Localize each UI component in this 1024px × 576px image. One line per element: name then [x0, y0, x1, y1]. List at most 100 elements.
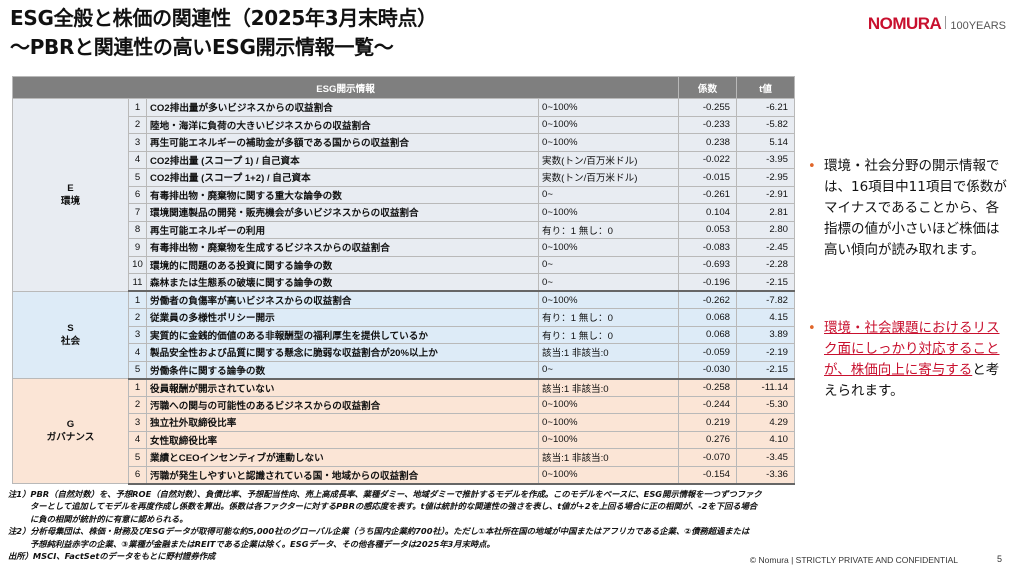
row-number: 8 — [128, 220, 147, 239]
table-row: 11 森林または生態系の破壊に関する論争の数 0~ -0.196 -2.15 — [13, 273, 796, 292]
comment-text-1: 環境・社会分野の開示情報では、16項目中11項目で係数がマイナスであることから、… — [824, 158, 1007, 258]
coef-value: -0.083 — [678, 238, 738, 257]
item-name: 汚職が発生しやすいと認識されている国・地域からの収益割合 — [146, 465, 539, 485]
item-unit: 0~100% — [537, 238, 680, 257]
source-note: 出所）MSCI、FactSetのデータをもとに野村證券作成 — [8, 551, 216, 562]
row-number: 9 — [128, 238, 147, 257]
t-value: -3.45 — [736, 448, 796, 467]
coef-value: -0.261 — [678, 185, 738, 204]
item-unit: 該当:1 非該当:0 — [537, 448, 680, 467]
item-unit: 0~100% — [537, 465, 680, 485]
category-label: 社会 — [60, 335, 81, 347]
note-2-line-2: 予想純利益赤字の企業、③業種が金融またはREITである企業は除く。ESGデータ、… — [30, 538, 495, 549]
item-name: 再生可能エネルギーの利用 — [146, 220, 539, 239]
item-name: 製品安全性および品質に関する懸念に脆弱な収益割合が20%以上か — [146, 343, 539, 362]
row-number: 5 — [128, 168, 147, 187]
t-value: -3.95 — [736, 150, 796, 169]
item-unit: 実数(トン/百万米ドル) — [537, 150, 680, 169]
coef-value: -0.196 — [678, 273, 738, 292]
page-number: 5 — [996, 554, 1002, 564]
table-row: 7 環境関連製品の開発・販売機会が多いビジネスからの収益割合 0~100% 0.104… — [13, 203, 796, 222]
item-unit: 該当:1 非該当:0 — [537, 343, 680, 362]
category-label: ガバナンス — [46, 432, 95, 443]
coef-value: -0.070 — [678, 448, 738, 467]
note-1-line-1: 注1）PBR（自然対数）を、予想ROE（自然対数）、負債比率、予想配当性向、売上… — [8, 489, 762, 499]
item-unit: 実数(トン/百万米ドル) — [537, 168, 680, 187]
coef-value: -0.030 — [678, 360, 738, 380]
t-value: 3.89 — [736, 325, 796, 344]
item-unit: 有り：1 無し：0 — [537, 308, 680, 327]
t-value: -2.95 — [736, 168, 796, 187]
coef-value: 0.068 — [678, 325, 738, 344]
row-number: 3 — [128, 325, 147, 344]
row-number: 3 — [128, 133, 147, 152]
nomura-logo: NOMURA 100YEARS — [868, 14, 1006, 34]
logo-brand: NOMURA — [867, 14, 942, 33]
table-row: 8 再生可能エネルギーの利用 有り：1 無し：0 0.053 2.80 — [13, 220, 796, 239]
t-value: -2.15 — [736, 360, 796, 380]
table-row: G ガバナンス 1 役員報酬が開示されていない 該当:1 非該当:0 -0.258 -11.… — [12, 378, 796, 484]
item-name: 陸地・海洋に負荷の大きいビジネスからの収益割合 — [146, 115, 539, 134]
coef-value: 0.219 — [678, 413, 738, 432]
t-value: 2.81 — [736, 203, 796, 222]
t-value: -2.91 — [736, 185, 796, 204]
item-name: 森林または生態系の破壊に関する論争の数 — [146, 273, 539, 292]
item-name: CO2排出量 (スコープ 1+2) / 自己資本 — [146, 168, 539, 187]
row-number: 11 — [128, 273, 147, 292]
t-value: -5.30 — [736, 395, 796, 414]
table-row: 5 CO2排出量 (スコープ 1+2) / 自己資本 実数(トン/百万米ドル) -0.… — [13, 168, 796, 187]
coef-value: -0.693 — [678, 255, 738, 274]
table-row: 5 労働条件に関する論争の数 0~ -0.030 -2.15 — [13, 360, 796, 380]
item-unit: 0~100% — [537, 290, 680, 309]
t-value: 4.29 — [736, 413, 796, 432]
row-number: 2 — [128, 395, 147, 414]
item-name: CO2排出量 (スコープ 1) / 自己資本 — [146, 150, 539, 169]
row-number: 6 — [128, 185, 147, 204]
t-value: -5.82 — [736, 115, 796, 134]
row-number: 2 — [128, 115, 147, 134]
item-unit: 0~ — [537, 255, 680, 274]
coef-value: -0.015 — [678, 168, 738, 187]
item-unit: 0~ — [537, 185, 680, 204]
coef-value: -0.262 — [678, 290, 738, 309]
coef-value: 0.276 — [678, 430, 738, 449]
table-row: 10 環境的に問題のある投資に関する論争の数 0~ -0.693 -2.28 — [13, 255, 796, 274]
coef-value: -0.059 — [678, 343, 738, 362]
coef-value: 0.104 — [678, 203, 738, 222]
row-number: 5 — [128, 360, 147, 380]
category-label: 環境 — [60, 195, 81, 207]
coef-value: -0.233 — [678, 115, 738, 134]
t-value: -2.15 — [736, 273, 796, 292]
coef-value: -0.022 — [678, 150, 738, 169]
row-number: 10 — [128, 255, 147, 274]
logo-divider — [945, 16, 947, 29]
header-t-value: t値 — [736, 76, 796, 99]
item-unit: 0~100% — [537, 133, 680, 152]
table-row: 2 従業員の多様性ポリシー開示 有り：1 無し：0 0.068 4.15 — [13, 308, 796, 327]
item-name: 再生可能エネルギーの補助金が多額である国からの収益割合 — [146, 133, 539, 152]
bullet-dot-icon: • — [808, 321, 816, 336]
category-cell: S 社会 — [12, 290, 129, 379]
category-cell: E 環境 — [12, 98, 129, 292]
footnotes: 注1）PBR（自然対数）を、予想ROE（自然対数）、負債比率、予想配当性向、売上… — [8, 488, 988, 562]
coef-value: -0.255 — [678, 98, 738, 117]
row-number: 2 — [128, 308, 147, 327]
item-name: 従業員の多様性ポリシー開示 — [146, 308, 539, 327]
t-value: 4.10 — [736, 430, 796, 449]
page-title: ESG全般と株価の関連性（2025年3月末時点） ～PBRと関連性の高いESG開… — [10, 4, 790, 62]
table-row: 9 有毒排出物・廃棄物を生成するビジネスからの収益割合 0~100% -0.083 -2… — [13, 238, 796, 257]
table-body: E 環境 1 CO2排出量が多いビジネスからの収益割合 0~100% -0.255 -6.2… — [12, 98, 796, 485]
coef-value: 0.238 — [678, 133, 738, 152]
item-unit: 0~ — [537, 273, 680, 292]
row-number: 4 — [128, 343, 147, 362]
coef-value: 0.053 — [678, 220, 738, 239]
category-code: S — [67, 322, 74, 334]
row-number: 4 — [128, 430, 147, 449]
item-name: 役員報酬が開示されていない — [146, 378, 539, 397]
item-name: 有毒排出物・廃棄物を生成するビジネスからの収益割合 — [146, 238, 539, 257]
item-name: 労働者の負傷率が高いビジネスからの収益割合 — [146, 290, 539, 309]
item-unit: 該当:1 非該当:0 — [537, 378, 680, 397]
row-number: 6 — [128, 465, 147, 485]
table-row: S 社会 1 労働者の負傷率が高いビジネスからの収益割合 0~100% -0.262 -7.… — [12, 290, 796, 379]
row-number: 1 — [128, 290, 147, 309]
